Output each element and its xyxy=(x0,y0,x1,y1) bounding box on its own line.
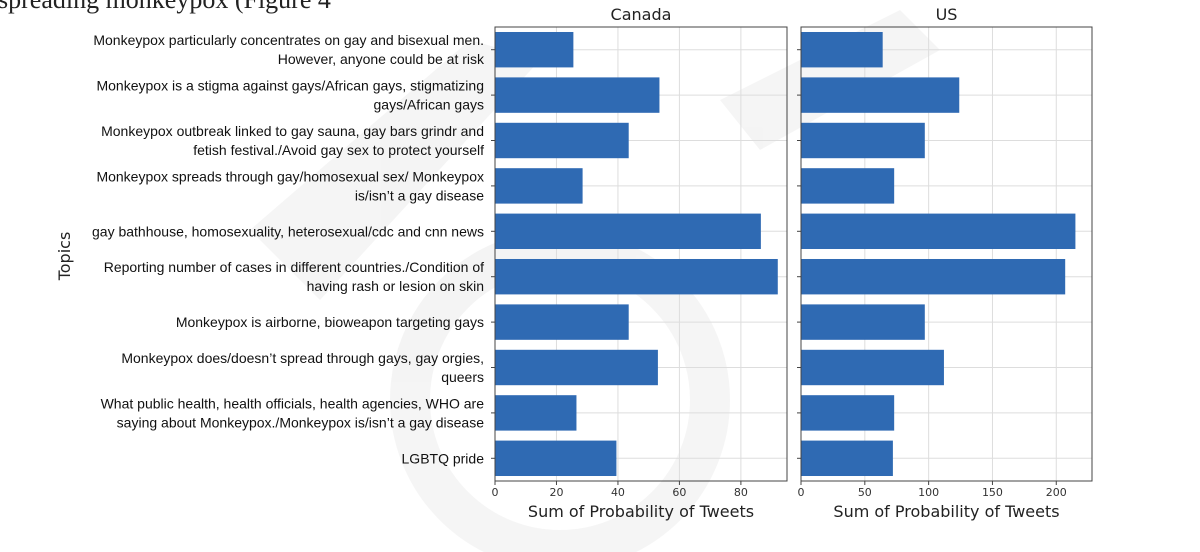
bar-us-4 xyxy=(801,168,895,204)
bar-canada-9 xyxy=(495,395,577,431)
bar-us-8 xyxy=(801,349,944,386)
topic-label-line: gays/African gays xyxy=(374,97,485,113)
topic-label-line: What public health, health officials, he… xyxy=(101,395,485,411)
bar-us-7 xyxy=(801,304,925,340)
bar-canada-3 xyxy=(495,122,629,159)
bar-us-2 xyxy=(801,77,960,113)
topic-label-line: gay bathhouse, homosexuality, heterosexu… xyxy=(92,223,484,239)
topic-label-4: Monkeypox spreads through gay/homosexual… xyxy=(96,168,484,203)
topic-label-8: Monkeypox does/doesn’t spread through ga… xyxy=(121,350,484,385)
topic-label-line: Reporting number of cases in different c… xyxy=(104,259,484,275)
topic-label-line: Monkeypox spreads through gay/homosexual… xyxy=(96,168,484,184)
bar-us-6 xyxy=(801,258,1066,295)
topic-label-line: Monkeypox does/doesn’t spread through ga… xyxy=(121,350,484,366)
topic-label-3: Monkeypox outbreak linked to gay sauna, … xyxy=(101,123,484,158)
bar-us-10 xyxy=(801,440,893,477)
x-tick-label: 0 xyxy=(798,486,805,499)
panel-frame xyxy=(800,26,1093,482)
topic-label-line: Monkeypox particularly concentrates on g… xyxy=(93,32,484,48)
topic-label-6: Reporting number of cases in different c… xyxy=(104,259,484,294)
x-axis-title: Sum of Probability of Tweets xyxy=(528,502,754,521)
topic-label-line: is/isn’t a gay disease xyxy=(355,187,484,203)
plot-layer: 0 20 40 60 80 Canada Sum of Probability of Twe… xyxy=(55,5,1093,521)
topic-label-line: Monkeypox is a stigma against gays/Afric… xyxy=(96,78,484,94)
topic-label-line: LGBTQ pride xyxy=(402,450,485,466)
topic-label-5: gay bathhouse, homosexuality, heterosexu… xyxy=(92,223,484,239)
bar-canada-10 xyxy=(495,440,617,477)
header-text-fragment: spreading monkeypox (Figure 4 xyxy=(0,0,331,14)
bar-us-1 xyxy=(801,31,883,68)
x-tick-label: 0 xyxy=(492,486,499,499)
bar-canada-2 xyxy=(495,77,660,113)
topic-label-9: What public health, health officials, he… xyxy=(101,395,485,430)
bar-canada-1 xyxy=(495,31,574,68)
topic-label-line: saying about Monkeypox./Monkeypox is/isn… xyxy=(117,414,485,430)
y-axis-title: Topics xyxy=(55,232,74,282)
x-axis-title: Sum of Probability of Tweets xyxy=(833,502,1059,521)
topic-label-10: LGBTQ pride xyxy=(402,450,485,466)
bar-us-5 xyxy=(801,213,1076,250)
topic-label-line: Monkeypox outbreak linked to gay sauna, … xyxy=(101,123,484,139)
bar-canada-6 xyxy=(495,258,778,295)
bar-us-9 xyxy=(801,395,895,431)
x-tick-label: 80 xyxy=(734,486,748,499)
topic-label-line: queers xyxy=(441,369,484,385)
topic-label-2: Monkeypox is a stigma against gays/Afric… xyxy=(96,78,484,113)
bar-canada-5 xyxy=(495,213,761,250)
topic-label-line: having rash or lesion on skin xyxy=(307,278,484,294)
panel-canada: 0 20 40 60 80 Canada Sum of Probability of Twe… xyxy=(491,5,788,521)
panel-title: Canada xyxy=(611,5,672,24)
x-tick-label: 150 xyxy=(982,486,1003,499)
panel-title: US xyxy=(936,5,958,24)
topic-label-line: However, anyone could be at risk xyxy=(278,51,485,67)
topic-label-line: fetish festival./Avoid gay sex to protec… xyxy=(193,142,484,158)
x-tick-label: 40 xyxy=(611,486,625,499)
topic-label-line: Monkeypox is airborne, bioweapon targeti… xyxy=(176,314,484,330)
bar-canada-8 xyxy=(495,349,658,386)
bar-canada-4 xyxy=(495,168,583,204)
bar-canada-7 xyxy=(495,304,629,340)
panel-us: 0 50 100 150 200 US Sum of Probability of Twee… xyxy=(797,5,1093,521)
bar-us-3 xyxy=(801,122,925,159)
x-tick-label: 50 xyxy=(858,486,872,499)
topic-label-1: Monkeypox particularly concentrates on g… xyxy=(93,32,485,67)
x-tick-label: 60 xyxy=(672,486,686,499)
x-tick-label: 100 xyxy=(918,486,939,499)
x-tick-label: 200 xyxy=(1046,486,1067,499)
panel-frame xyxy=(494,26,788,482)
topic-label-7: Monkeypox is airborne, bioweapon targeti… xyxy=(176,314,484,330)
x-tick-label: 20 xyxy=(549,486,563,499)
